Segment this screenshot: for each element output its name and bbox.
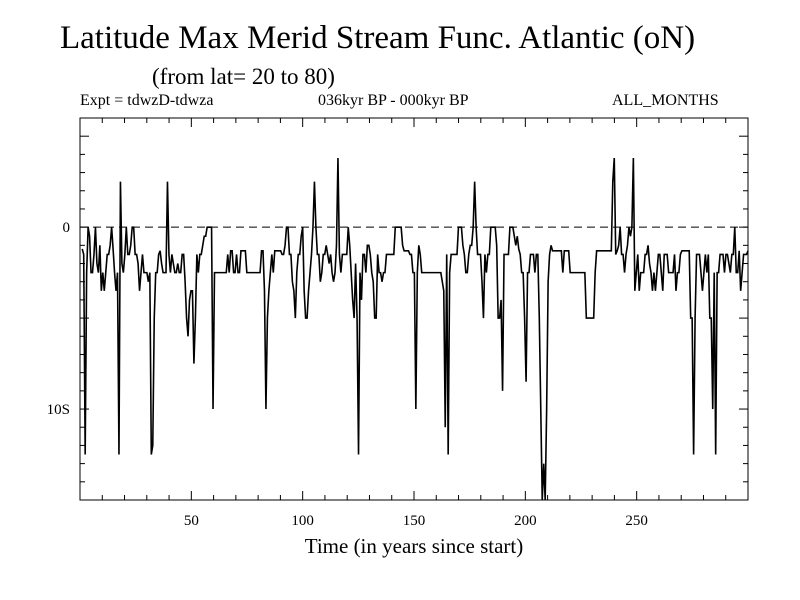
y-tick-label: 10S (47, 402, 70, 418)
x-axis-title: Time (in years since start) (305, 534, 524, 558)
chart-title: Latitude Max Merid Stream Func. Atlantic… (60, 20, 696, 56)
x-tick-label: 150 (403, 513, 426, 529)
x-tick-label: 250 (625, 513, 648, 529)
period-label: 036kyr BP - 000kyr BP (318, 92, 469, 109)
x-tick-label: 50 (184, 513, 199, 529)
data-series-line (81, 157, 749, 501)
x-tick-label: 100 (291, 513, 314, 529)
x-axis-ticks (101, 118, 727, 500)
chart-subtitle: (from lat= 20 to 80) (152, 64, 335, 89)
months-label: ALL_MONTHS (612, 92, 719, 109)
x-tick-label: 200 (514, 513, 537, 529)
experiment-label: Expt = tdwzD-tdwza (80, 92, 214, 109)
y-tick-label: 0 (63, 220, 71, 236)
y-axis-tick-labels: 0 10S (47, 220, 70, 418)
x-axis-tick-labels: 50 100 150 200 250 (184, 513, 648, 529)
